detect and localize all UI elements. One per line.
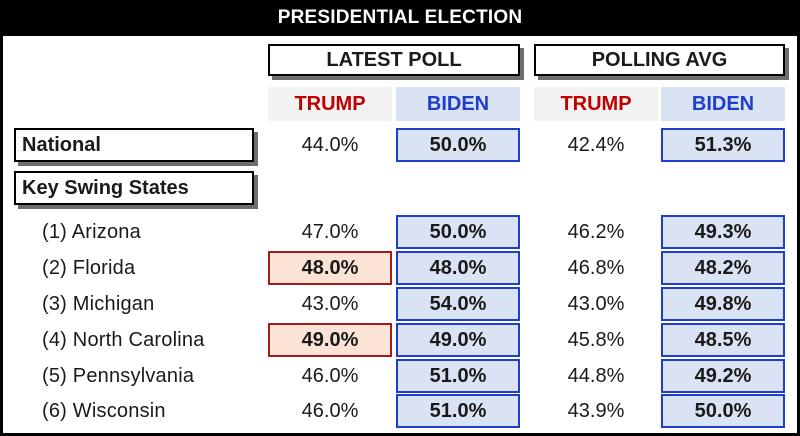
state-north-carolina-avg-trump-value: 45.8% — [567, 328, 625, 351]
state-label-wisconsin: (6) Wisconsin — [42, 399, 166, 422]
state-north-carolina-avg-biden-value: 48.5% — [661, 323, 785, 357]
table-border — [0, 36, 800, 436]
state-michigan-avg-biden-value: 49.8% — [661, 287, 785, 321]
state-label-north-carolina: (4) North Carolina — [42, 328, 205, 351]
state-wisconsin-latest-trump-value: 46.0% — [301, 399, 359, 422]
state-label-arizona: (1) Arizona — [42, 220, 141, 243]
state-north-carolina-latest-trump-value: 49.0% — [268, 323, 392, 357]
state-florida-latest-trump-value: 48.0% — [268, 251, 392, 285]
state-arizona-avg-biden-value: 49.3% — [661, 215, 785, 249]
state-florida-latest-biden-value: 48.0% — [396, 251, 520, 285]
state-michigan-latest-biden-value: 54.0% — [396, 287, 520, 321]
state-florida-avg-biden-value: 48.2% — [661, 251, 785, 285]
state-michigan-latest-trump-value: 43.0% — [301, 292, 359, 315]
state-wisconsin-avg-trump-value: 43.9% — [567, 399, 625, 422]
national-avg-biden-value: 51.3% — [661, 128, 785, 162]
latest-poll-header: LATEST POLL — [268, 44, 520, 76]
state-wisconsin-avg-biden-value: 50.0% — [661, 394, 785, 428]
state-pennsylvania-avg-biden-value: 49.2% — [661, 359, 785, 393]
national-latest-biden-value: 50.0% — [396, 128, 520, 162]
polling-avg-header: POLLING AVG — [534, 44, 785, 76]
avg-trump-column-header: TRUMP — [534, 87, 658, 121]
national-latest-trump-value: 44.0% — [301, 133, 359, 156]
national-label: National — [14, 128, 254, 162]
state-label-florida: (2) Florida — [42, 256, 136, 279]
latest-biden-column-header: BIDEN — [396, 87, 520, 121]
state-label-pennsylvania: (5) Pennsylvania — [42, 364, 195, 387]
avg-biden-column-header: BIDEN — [661, 87, 785, 121]
state-wisconsin-latest-biden-value: 51.0% — [396, 394, 520, 428]
state-north-carolina-latest-biden-value: 49.0% — [396, 323, 520, 357]
state-pennsylvania-latest-trump-value: 46.0% — [301, 364, 359, 387]
state-arizona-avg-trump-value: 46.2% — [567, 220, 625, 243]
table-title: PRESIDENTIAL ELECTION — [0, 0, 800, 36]
swing-states-label: Key Swing States — [14, 171, 254, 205]
state-pennsylvania-latest-biden-value: 51.0% — [396, 359, 520, 393]
state-florida-avg-trump-value: 46.8% — [567, 256, 625, 279]
state-pennsylvania-avg-trump-value: 44.8% — [567, 364, 625, 387]
state-michigan-avg-trump-value: 43.0% — [567, 292, 625, 315]
national-avg-trump-value: 42.4% — [567, 133, 625, 156]
state-label-michigan: (3) Michigan — [42, 292, 155, 315]
latest-trump-column-header: TRUMP — [268, 87, 392, 121]
state-arizona-latest-trump-value: 47.0% — [301, 220, 359, 243]
state-arizona-latest-biden-value: 50.0% — [396, 215, 520, 249]
